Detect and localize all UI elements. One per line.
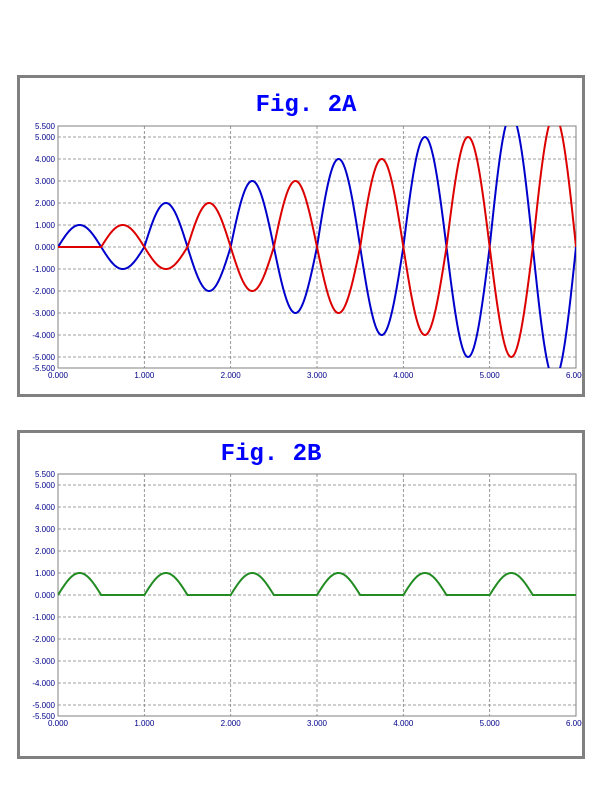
y-tick-label: 1.000 [35, 221, 56, 230]
figure-2a-plot: 5.500 5.000 4.000 3.000 2.000 1.000 0.000 -1.00… [32, 122, 582, 380]
y-tick-label: 2.000 [35, 199, 56, 208]
figure-2a-panel: Fig. 2A 5.500 5.000 4.000 3.000 2.000 1.000 0.… [17, 75, 585, 397]
y-tick-label: 1.000 [35, 569, 56, 578]
x-tick-label: 4.000 [393, 719, 414, 728]
x-tick-label: 3.000 [307, 371, 328, 380]
figure-2a-title: Fig. 2A [255, 92, 357, 119]
y-tick-label: 3.000 [35, 177, 56, 186]
y-tick-label: -3.000 [32, 309, 55, 318]
figure-2b-plot: 5.500 5.000 4.000 3.000 2.000 1.000 0.000 -1.00… [32, 470, 582, 728]
y-tick-label: 4.000 [35, 155, 56, 164]
y-tick-label: -2.000 [32, 287, 55, 296]
x-tick-label: 6.000 [566, 719, 582, 728]
y-tick-label: 3.000 [35, 525, 56, 534]
series-line-1 [58, 571, 576, 596]
y-tick-label: -5.000 [32, 701, 55, 710]
y-tick-label: -5.000 [32, 353, 55, 362]
x-tick-label: 2.000 [221, 719, 242, 728]
y-tick-label: 5.500 [35, 470, 56, 479]
y-tick-label: 2.000 [35, 547, 56, 556]
series-line-2 [58, 126, 576, 359]
x-tick-label: 5.000 [480, 719, 501, 728]
y-tick-label: -5.500 [32, 364, 55, 373]
y-tick-label: 0.000 [35, 591, 56, 600]
y-tick-label: 0.000 [35, 243, 56, 252]
y-tick-label: -1.000 [32, 265, 55, 274]
x-tick-label: 1.000 [134, 371, 155, 380]
x-tick-label: 5.000 [480, 371, 501, 380]
figure-2b-panel: Fig. 2B 5.500 5.000 4.000 3.000 2.000 1.000 0.… [17, 430, 585, 759]
y-tick-label: 4.000 [35, 503, 56, 512]
y-tick-label: -4.000 [32, 679, 55, 688]
y-tick-label: -2.000 [32, 635, 55, 644]
y-tick-label: -5.500 [32, 712, 55, 721]
x-tick-label: 0.000 [48, 719, 69, 728]
y-tick-label: -1.000 [32, 613, 55, 622]
x-tick-label: 2.000 [221, 371, 242, 380]
y-tick-label: -4.000 [32, 331, 55, 340]
figure-2b-title: Fig. 2B [220, 441, 322, 468]
x-tick-label: 4.000 [393, 371, 414, 380]
y-tick-label: -3.000 [32, 657, 55, 666]
x-tick-label: 1.000 [134, 719, 155, 728]
x-tick-label: 0.000 [48, 371, 69, 380]
y-tick-label: 5.500 [35, 122, 56, 131]
x-tick-label: 3.000 [307, 719, 328, 728]
x-tick-label: 6.000 [566, 371, 582, 380]
y-tick-label: 5.000 [35, 133, 56, 142]
y-tick-label: 5.000 [35, 481, 56, 490]
